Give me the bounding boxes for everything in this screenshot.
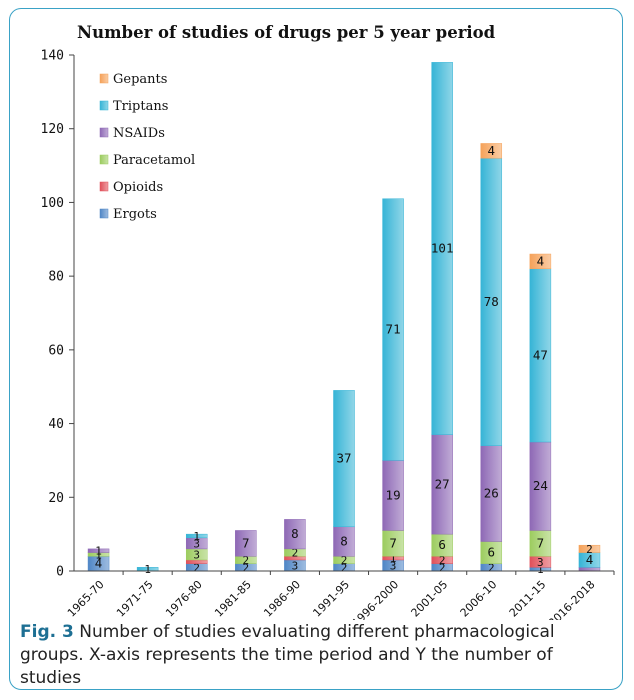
data-label: 2	[439, 561, 446, 574]
data-label: 1	[144, 563, 151, 576]
bar-gepants-2011-15	[529, 253, 552, 270]
data-label: 2	[243, 554, 250, 567]
data-label: 26	[484, 486, 499, 501]
bar-triptans-1991-95	[333, 390, 355, 528]
legend-swatch-ergots	[99, 208, 109, 219]
data-label: 4	[488, 143, 496, 158]
x-tick-label: 1965-70	[65, 578, 107, 620]
x-tick-label: 2016-2018	[546, 578, 598, 620]
legend: Gepants Triptans NSAIDs Paracetamol Opioids E…	[99, 72, 195, 222]
data-label: 2	[193, 561, 200, 574]
data-label: 4	[537, 253, 545, 268]
bar-gepants-2016-2018	[578, 544, 601, 553]
data-label: 47	[533, 347, 548, 362]
x-tick-label: 1986-90	[261, 578, 303, 620]
legend-swatch-nsaids	[99, 127, 109, 138]
x-tick-label: 1976-80	[163, 578, 205, 620]
bar-triptans-1976-80	[185, 533, 208, 539]
chart-title: Number of studies of drugs per 5 year pe…	[77, 23, 496, 42]
x-tick-label: 1981-85	[212, 578, 254, 620]
data-label: 19	[386, 487, 401, 502]
data-label: 7	[389, 535, 397, 550]
legend-label-ergots: Ergots	[113, 207, 157, 222]
data-label: 3	[537, 556, 544, 569]
data-label: 3	[390, 559, 397, 572]
figure-frame	[9, 8, 623, 690]
y-tick-label: 140	[41, 49, 64, 64]
data-label: 2	[439, 554, 446, 567]
legend-swatch-gepants	[99, 73, 109, 84]
bar-triptans-1996-2000	[382, 198, 404, 461]
data-label: 78	[484, 294, 499, 309]
bar-triptans-2001-05	[431, 62, 453, 435]
legend-label-paracetamol: Paracetamol	[113, 153, 195, 168]
bar-nsaids-1965-70	[87, 548, 110, 553]
data-label: 6	[488, 545, 496, 560]
bar-nsaids-1981-85	[235, 530, 257, 557]
legend-label-nsaids: NSAIDs	[113, 126, 165, 141]
legend-label-gepants: Gepants	[113, 72, 167, 87]
x-tick-label: 1996-2000	[350, 578, 402, 620]
bar-nsaids-2016-2018	[578, 567, 601, 572]
data-label: 8	[291, 526, 299, 541]
y-tick-label: 120	[41, 122, 64, 137]
data-label: 3	[193, 548, 200, 561]
data-label: 1	[95, 545, 102, 558]
legend-swatch-opioids	[99, 181, 109, 192]
stacked-bar-chart: Number of studies of drugs per 5 year pe…	[41, 23, 615, 620]
data-label: 3	[292, 559, 299, 572]
data-label: 2	[488, 561, 495, 574]
x-tick-label: 2006-10	[458, 578, 500, 620]
x-tick-label: 1991-95	[310, 578, 352, 620]
data-label: 6	[438, 537, 446, 552]
data-label: 4	[586, 552, 594, 567]
data-label: 2	[243, 561, 250, 574]
data-label: 27	[435, 476, 450, 491]
bar-nsaids-1986-90	[284, 519, 306, 550]
data-label: 1	[193, 530, 200, 543]
data-label: 1	[537, 563, 544, 576]
data-label: 7	[537, 535, 545, 550]
data-label: 1	[95, 548, 102, 561]
data-label: 71	[386, 322, 401, 337]
legend-swatch-paracetamol	[99, 154, 109, 165]
y-tick-label: 100	[41, 196, 64, 211]
caption-label: Fig. 3	[20, 622, 74, 642]
data-label: 2	[341, 554, 348, 567]
x-tick-label: 2001-05	[409, 578, 451, 620]
legend-label-triptans: Triptans	[113, 99, 168, 114]
caption-text: Number of studies evaluating different p…	[20, 622, 555, 688]
data-label: 37	[336, 451, 351, 466]
x-tick-label: 1971-75	[114, 578, 156, 620]
legend-label-opioids: Opioids	[113, 180, 163, 195]
bar-gepants-2006-10	[480, 143, 503, 159]
figure-caption: Fig. 3 Number of studies evaluating diff…	[20, 621, 616, 690]
data-label: 101	[431, 241, 454, 256]
y-tick-label: 0	[56, 565, 64, 580]
data-label: 1	[390, 552, 397, 565]
data-label: 7	[242, 535, 250, 550]
data-label: 8	[340, 534, 348, 549]
data-label: 2	[292, 547, 299, 560]
data-label: 2	[341, 561, 348, 574]
y-tick-label: 80	[48, 270, 64, 285]
data-label: 3	[193, 537, 200, 550]
y-tick-label: 40	[48, 417, 64, 432]
x-tick-label: 2011-15	[507, 578, 549, 620]
data-label: 2	[586, 543, 593, 556]
y-tick-label: 20	[48, 491, 64, 506]
legend-swatch-triptans	[99, 100, 109, 111]
data-label: 24	[533, 478, 548, 493]
y-tick-label: 60	[48, 343, 64, 358]
data-label: 4	[95, 556, 103, 571]
